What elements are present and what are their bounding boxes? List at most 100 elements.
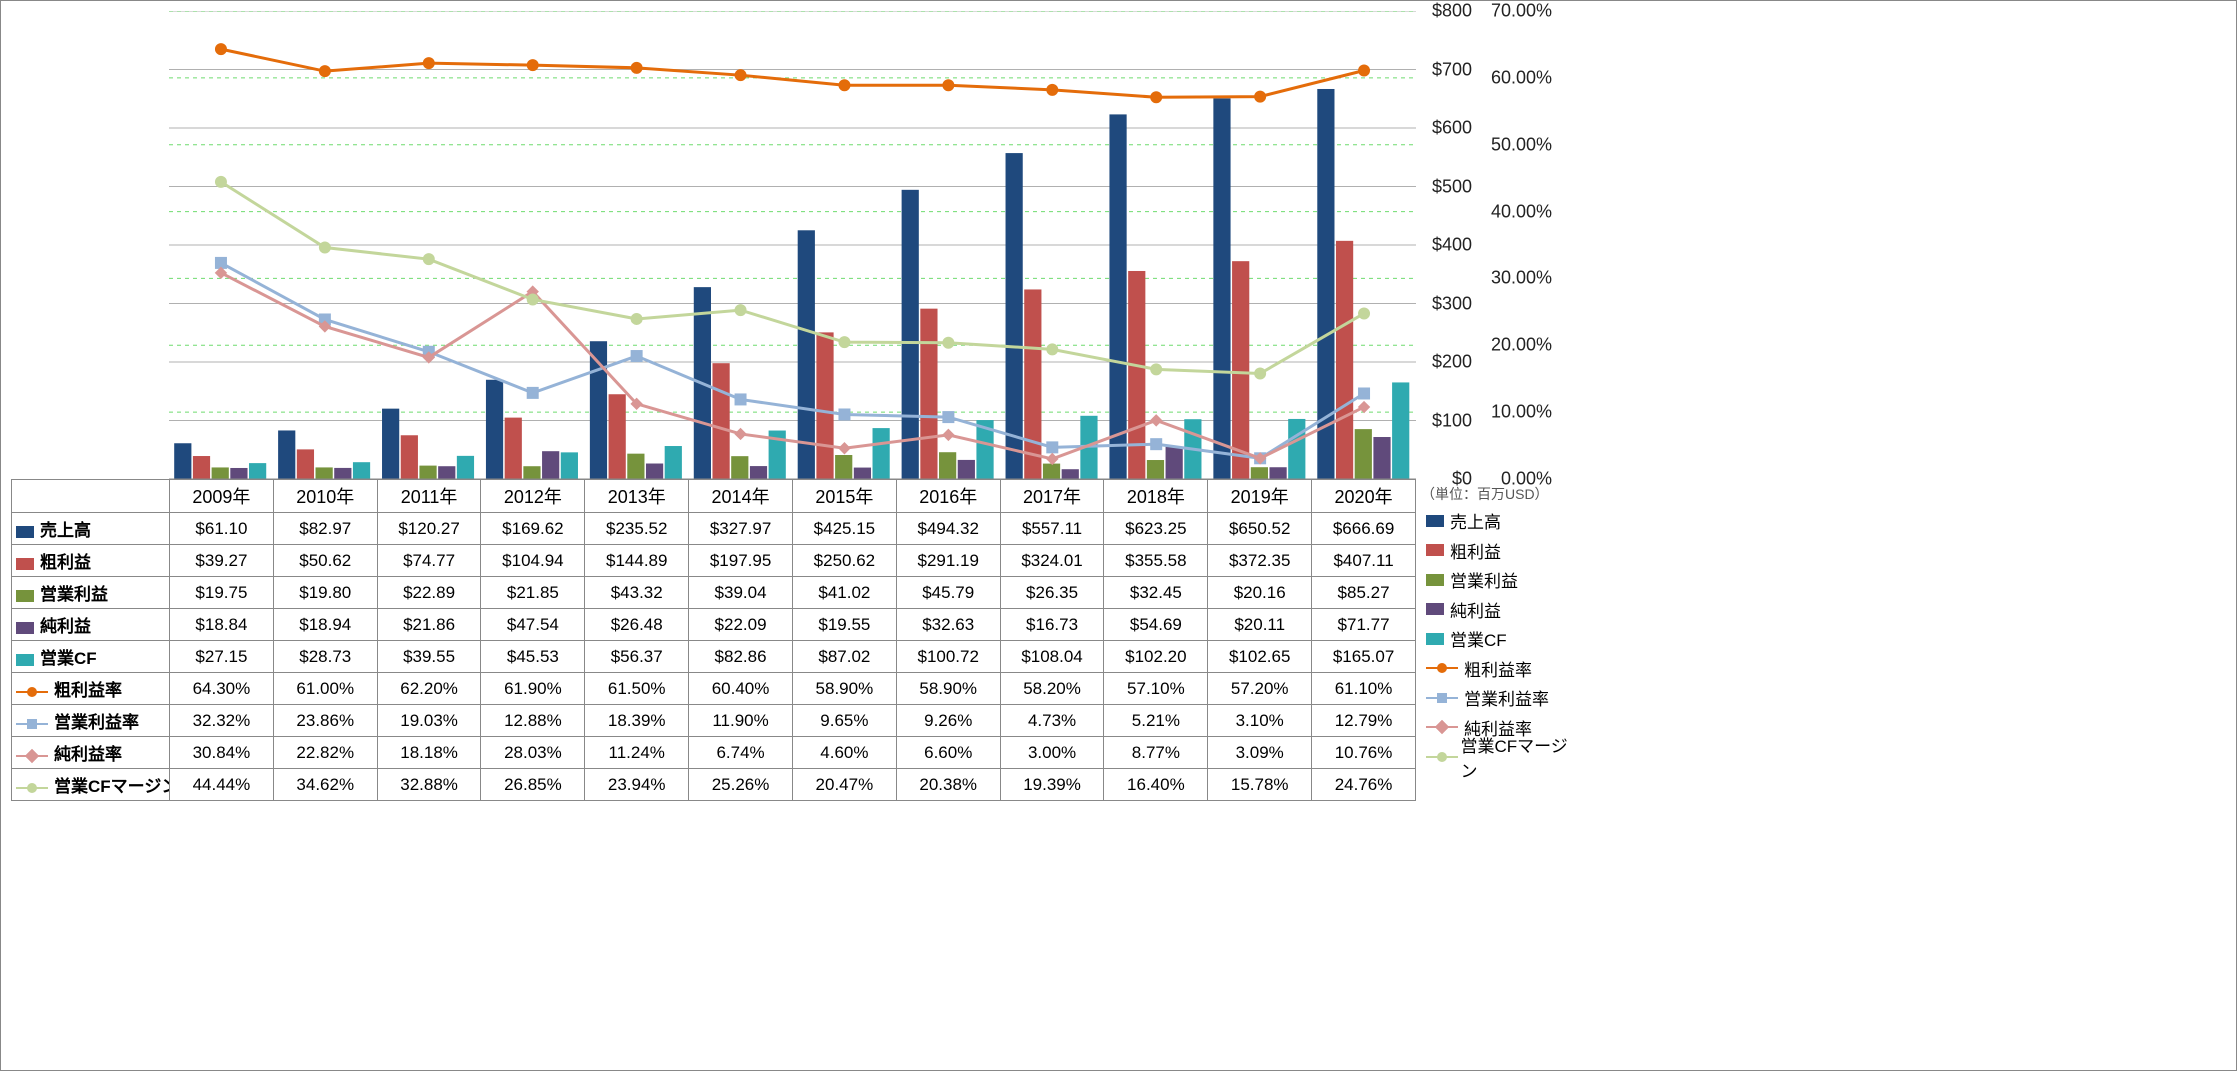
data-cell: 8.77% bbox=[1104, 737, 1208, 769]
y1-tick-label: $400 bbox=[1432, 235, 1472, 256]
series-label: 純利益率 bbox=[54, 745, 122, 764]
data-cell: $39.27 bbox=[170, 545, 274, 577]
legend-item: 粗利益 bbox=[1426, 536, 1571, 566]
table-category-row: 2009年2010年2011年2012年2013年2014年2015年2016年… bbox=[12, 480, 1416, 513]
data-cell: 61.90% bbox=[481, 673, 585, 705]
bar-営業利益 bbox=[627, 454, 644, 479]
data-cell: 20.38% bbox=[896, 769, 1000, 801]
data-cell: 61.00% bbox=[273, 673, 377, 705]
data-cell: 19.39% bbox=[1000, 769, 1104, 801]
bar-営業利益 bbox=[523, 466, 540, 479]
bar-売上高 bbox=[174, 443, 191, 479]
data-cell: 6.60% bbox=[896, 737, 1000, 769]
legend-label: 営業利益 bbox=[1450, 567, 1518, 592]
data-table: 2009年2010年2011年2012年2013年2014年2015年2016年… bbox=[11, 479, 1416, 801]
data-cell: $108.04 bbox=[1000, 641, 1104, 673]
combo-chart bbox=[169, 11, 1416, 479]
data-cell: $61.10 bbox=[170, 513, 274, 545]
data-cell: $102.65 bbox=[1208, 641, 1312, 673]
bar-粗利益 bbox=[505, 418, 522, 479]
legend-label: 純利益 bbox=[1450, 597, 1501, 622]
data-cell: 58.20% bbox=[1000, 673, 1104, 705]
bar-売上高 bbox=[278, 430, 295, 479]
data-cell: $22.89 bbox=[377, 577, 481, 609]
data-cell: $87.02 bbox=[792, 641, 896, 673]
data-cell: 4.60% bbox=[792, 737, 896, 769]
y2-tick-label: 60.00% bbox=[1491, 67, 1552, 88]
series-header: 粗利益 bbox=[12, 545, 170, 577]
data-cell: 64.30% bbox=[170, 673, 274, 705]
series-label: 営業利益率 bbox=[54, 713, 139, 732]
y1-tick-label: $800 bbox=[1432, 1, 1472, 22]
data-cell: 61.50% bbox=[585, 673, 689, 705]
legend-item: 営業CFマージン bbox=[1426, 742, 1571, 772]
legend-label: 営業CF bbox=[1450, 626, 1507, 651]
data-cell: $39.04 bbox=[689, 577, 793, 609]
data-cell: 28.03% bbox=[481, 737, 585, 769]
bar-営業利益 bbox=[835, 455, 852, 479]
series-header: 営業利益率 bbox=[12, 705, 170, 737]
data-cell: $250.62 bbox=[792, 545, 896, 577]
table-row: 営業CFマージン44.44%34.62%32.88%26.85%23.94%25… bbox=[12, 769, 1416, 801]
data-cell: $165.07 bbox=[1312, 641, 1416, 673]
series-header: 純利益率 bbox=[12, 737, 170, 769]
data-cell: 61.10% bbox=[1312, 673, 1416, 705]
table-corner bbox=[12, 480, 170, 513]
bar-純利益 bbox=[1269, 467, 1286, 479]
data-cell: 12.88% bbox=[481, 705, 585, 737]
data-cell: $120.27 bbox=[377, 513, 481, 545]
series-label: 粗利益 bbox=[40, 553, 91, 572]
bar-営業利益 bbox=[939, 452, 956, 479]
bar-純利益 bbox=[438, 466, 455, 479]
data-cell: $43.32 bbox=[585, 577, 689, 609]
data-cell: $85.27 bbox=[1312, 577, 1416, 609]
data-cell: $82.97 bbox=[273, 513, 377, 545]
y2-tick-label: 50.00% bbox=[1491, 134, 1552, 155]
y1-tick-label: $200 bbox=[1432, 352, 1472, 373]
data-cell: $18.94 bbox=[273, 609, 377, 641]
bar-営業利益 bbox=[212, 467, 229, 479]
data-cell: $41.02 bbox=[792, 577, 896, 609]
right-legend: 売上高粗利益営業利益純利益営業CF粗利益率営業利益率純利益率営業CFマージン bbox=[1426, 506, 1571, 772]
data-cell: 18.39% bbox=[585, 705, 689, 737]
data-cell: $650.52 bbox=[1208, 513, 1312, 545]
data-cell: $28.73 bbox=[273, 641, 377, 673]
y1-tick-label: $500 bbox=[1432, 176, 1472, 197]
bar-純利益 bbox=[1373, 437, 1390, 479]
data-cell: 10.76% bbox=[1312, 737, 1416, 769]
category-label: 2009年 bbox=[170, 480, 274, 513]
data-cell: 22.82% bbox=[273, 737, 377, 769]
legend-label: 営業利益率 bbox=[1464, 685, 1549, 710]
data-cell: $82.86 bbox=[689, 641, 793, 673]
data-cell: $20.16 bbox=[1208, 577, 1312, 609]
data-cell: $19.75 bbox=[170, 577, 274, 609]
bar-営業利益 bbox=[1147, 460, 1164, 479]
data-cell: $21.85 bbox=[481, 577, 585, 609]
data-cell: 34.62% bbox=[273, 769, 377, 801]
legend-item: 売上高 bbox=[1426, 506, 1571, 536]
data-cell: 44.44% bbox=[170, 769, 274, 801]
data-cell: $494.32 bbox=[896, 513, 1000, 545]
data-cell: 15.78% bbox=[1208, 769, 1312, 801]
data-cell: 9.65% bbox=[792, 705, 896, 737]
bar-純利益 bbox=[958, 460, 975, 479]
bar-営業CF bbox=[249, 463, 266, 479]
data-cell: $50.62 bbox=[273, 545, 377, 577]
data-cell: $20.11 bbox=[1208, 609, 1312, 641]
data-cell: 25.26% bbox=[689, 769, 793, 801]
category-label: 2016年 bbox=[896, 480, 1000, 513]
series-label: 営業利益 bbox=[40, 585, 108, 604]
y1-tick-label: $300 bbox=[1432, 293, 1472, 314]
bar-売上高 bbox=[382, 409, 399, 479]
data-cell: $26.48 bbox=[585, 609, 689, 641]
data-cell: $45.53 bbox=[481, 641, 585, 673]
table-row: 営業利益率32.32%23.86%19.03%12.88%18.39%11.90… bbox=[12, 705, 1416, 737]
bar-粗利益 bbox=[193, 456, 210, 479]
bar-粗利益 bbox=[712, 363, 729, 479]
data-cell: 58.90% bbox=[896, 673, 1000, 705]
category-label: 2017年 bbox=[1000, 480, 1104, 513]
data-cell: $666.69 bbox=[1312, 513, 1416, 545]
data-cell: 32.88% bbox=[377, 769, 481, 801]
data-cell: $54.69 bbox=[1104, 609, 1208, 641]
data-cell: 30.84% bbox=[170, 737, 274, 769]
